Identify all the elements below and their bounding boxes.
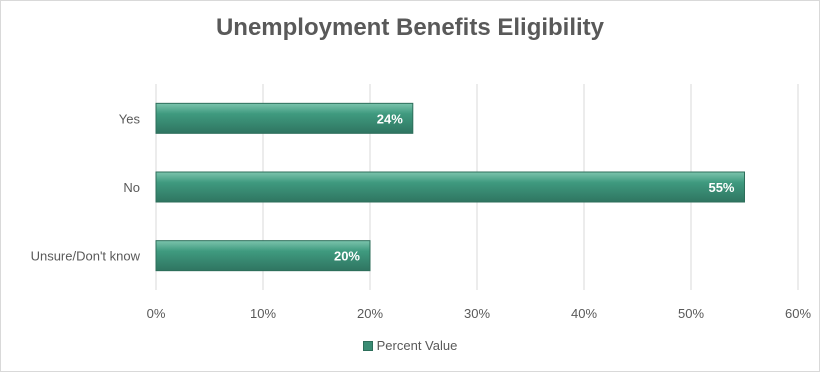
legend-swatch xyxy=(362,340,373,351)
data-label: 24% xyxy=(377,111,403,126)
legend-label: Percent Value xyxy=(376,338,458,353)
x-tick-label: 50% xyxy=(678,306,704,321)
x-tick-label: 60% xyxy=(785,306,811,321)
x-tick-label: 0% xyxy=(147,306,166,321)
legend: Percent Value xyxy=(0,338,820,353)
data-label: 20% xyxy=(334,249,360,264)
category-label: Unsure/Don't know xyxy=(31,249,141,264)
x-tick-label: 10% xyxy=(250,306,276,321)
bar xyxy=(155,102,414,134)
axis-labels: 0% 10% 20% 30% 40% 50% 60% Yes 24% No 55% Unsure/Do… xyxy=(31,111,812,321)
bars xyxy=(155,102,745,272)
category-label: Yes xyxy=(119,111,141,126)
chart-title: Unemployment Benefits Eligibility xyxy=(215,14,605,41)
x-tick-label: 20% xyxy=(357,306,383,321)
x-tick-label: 40% xyxy=(571,306,597,321)
bar xyxy=(155,171,745,203)
bar xyxy=(155,240,371,272)
category-label: No xyxy=(123,180,140,195)
x-tick-label: 30% xyxy=(464,306,490,321)
data-label: 55% xyxy=(708,180,734,195)
